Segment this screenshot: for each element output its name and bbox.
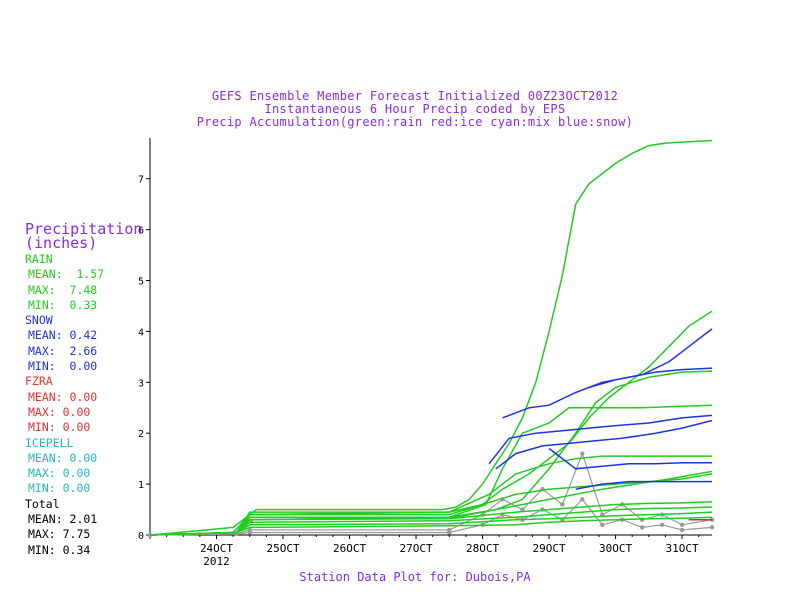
legend-stat-icepell-2: MIN: 0.00 bbox=[28, 481, 91, 496]
series-line-rain-3 bbox=[149, 370, 713, 536]
ens-point bbox=[709, 525, 715, 530]
legend-section-icepell: ICEPELL bbox=[25, 435, 74, 450]
series-line-rain-1 bbox=[149, 310, 713, 536]
series-line-snow-14 bbox=[588, 328, 713, 389]
series-line-snow-16 bbox=[575, 480, 712, 490]
legend-stat-total-2: MIN: 0.34 bbox=[28, 542, 91, 557]
ens-point bbox=[520, 507, 525, 512]
legend-stat-rain-2: MIN: 0.33 bbox=[28, 297, 98, 312]
legend-heading-2: (inches) bbox=[25, 234, 98, 252]
series-line-rain-6 bbox=[149, 501, 713, 536]
series-line-rain-8 bbox=[149, 511, 713, 536]
x-tick-label-27OCT: 27OCT bbox=[399, 542, 432, 555]
ens-point bbox=[639, 525, 645, 530]
legend-section-rain: RAIN bbox=[25, 252, 53, 266]
y-tick-label-1: 1 bbox=[138, 480, 144, 491]
x-tick-label-24OCT: 24OCT bbox=[200, 542, 233, 555]
ens-point bbox=[679, 522, 685, 528]
y-tick-label-5: 5 bbox=[138, 277, 144, 288]
legend-stat-fzra-1: MAX: 0.00 bbox=[28, 404, 91, 419]
ens-point bbox=[560, 502, 565, 507]
y-tick-label-7: 7 bbox=[138, 175, 144, 186]
legend-stat-icepell-1: MAX: 0.00 bbox=[28, 466, 91, 481]
legend-stat-fzra-2: MIN: 0.00 bbox=[28, 420, 91, 435]
y-tick-label-3: 3 bbox=[138, 378, 144, 389]
ens-point bbox=[679, 527, 685, 533]
y-tick-label-4: 4 bbox=[138, 327, 144, 338]
y-tick-label-6: 6 bbox=[138, 226, 144, 237]
legend: Precipitation (inches) RAIN MEAN: 1.57 MAX… bbox=[25, 222, 142, 558]
station-footer: Station Data Plot for: Dubois,PA bbox=[299, 570, 531, 584]
legend-stat-total-1: MAX: 7.75 bbox=[28, 527, 91, 542]
legend-stat-rain-1: MAX: 7.48 bbox=[28, 282, 98, 297]
series-line-rain-4 bbox=[149, 455, 712, 536]
legend-stat-snow-0: MEAN: 0.42 bbox=[28, 328, 98, 343]
legend-heading-1: Precipitation bbox=[25, 220, 143, 238]
legend-stat-snow-1: MAX: 2.66 bbox=[28, 343, 98, 358]
series-line-snow-12 bbox=[495, 419, 713, 470]
legend-section-fzra: FZRA bbox=[25, 374, 53, 389]
y-tick-label-0: 0 bbox=[138, 531, 144, 542]
ens-point bbox=[600, 522, 605, 528]
legend-stat-rain-0: MEAN: 1.57 bbox=[28, 267, 105, 282]
legend-sections: RAIN MEAN: 1.57 MAX: 7.48 MIN: 0.33 SNOW MEAN… bbox=[25, 252, 142, 558]
legend-stat-snow-2: MIN: 0.00 bbox=[28, 359, 98, 374]
x-tick-label-26OCT: 26OCT bbox=[333, 542, 366, 555]
series-line-rain-0 bbox=[149, 139, 713, 536]
series-line-snow-13 bbox=[502, 367, 713, 419]
series-line-rain-9 bbox=[149, 516, 713, 536]
legend-section-snow: SNOW bbox=[25, 313, 53, 328]
ens-point bbox=[580, 497, 585, 502]
series-line-rain-7 bbox=[149, 506, 713, 536]
ens-point bbox=[580, 451, 585, 456]
legend-stat-fzra-0: MEAN: 0.00 bbox=[28, 389, 98, 404]
chart-title-line-1: GEFS Ensemble Member Forecast Initialize… bbox=[211, 89, 619, 103]
y-tick-label-2: 2 bbox=[138, 429, 144, 440]
x-tick-label-25OCT: 25OCT bbox=[266, 542, 299, 555]
x-year-label: 2012 bbox=[203, 555, 230, 568]
chart-title-line-2: Instantaneous 6 Hour Precip coded by EPS bbox=[264, 102, 566, 116]
series-line-snow-11 bbox=[488, 414, 713, 465]
x-tick-label-29OCT: 29OCT bbox=[532, 542, 565, 555]
series-line-snow-15 bbox=[548, 447, 712, 470]
legend-stat-total-0: MEAN: 2.01 bbox=[28, 512, 98, 527]
x-tick-label-31OCT: 31OCT bbox=[666, 542, 699, 555]
series-line-ens-17 bbox=[149, 451, 713, 536]
ens-point bbox=[447, 530, 452, 535]
x-tick-label-30OCT: 30OCT bbox=[599, 542, 632, 555]
legend-stat-icepell-0: MEAN: 0.00 bbox=[28, 450, 98, 465]
ens-point bbox=[247, 530, 252, 535]
chart-title-line-3: Precip Accumulation(green:rain red:ice c… bbox=[196, 115, 634, 129]
ens-point bbox=[659, 522, 665, 528]
legend-section-total: Total bbox=[25, 496, 60, 511]
x-tick-label-28OCT: 28OCT bbox=[466, 542, 499, 555]
